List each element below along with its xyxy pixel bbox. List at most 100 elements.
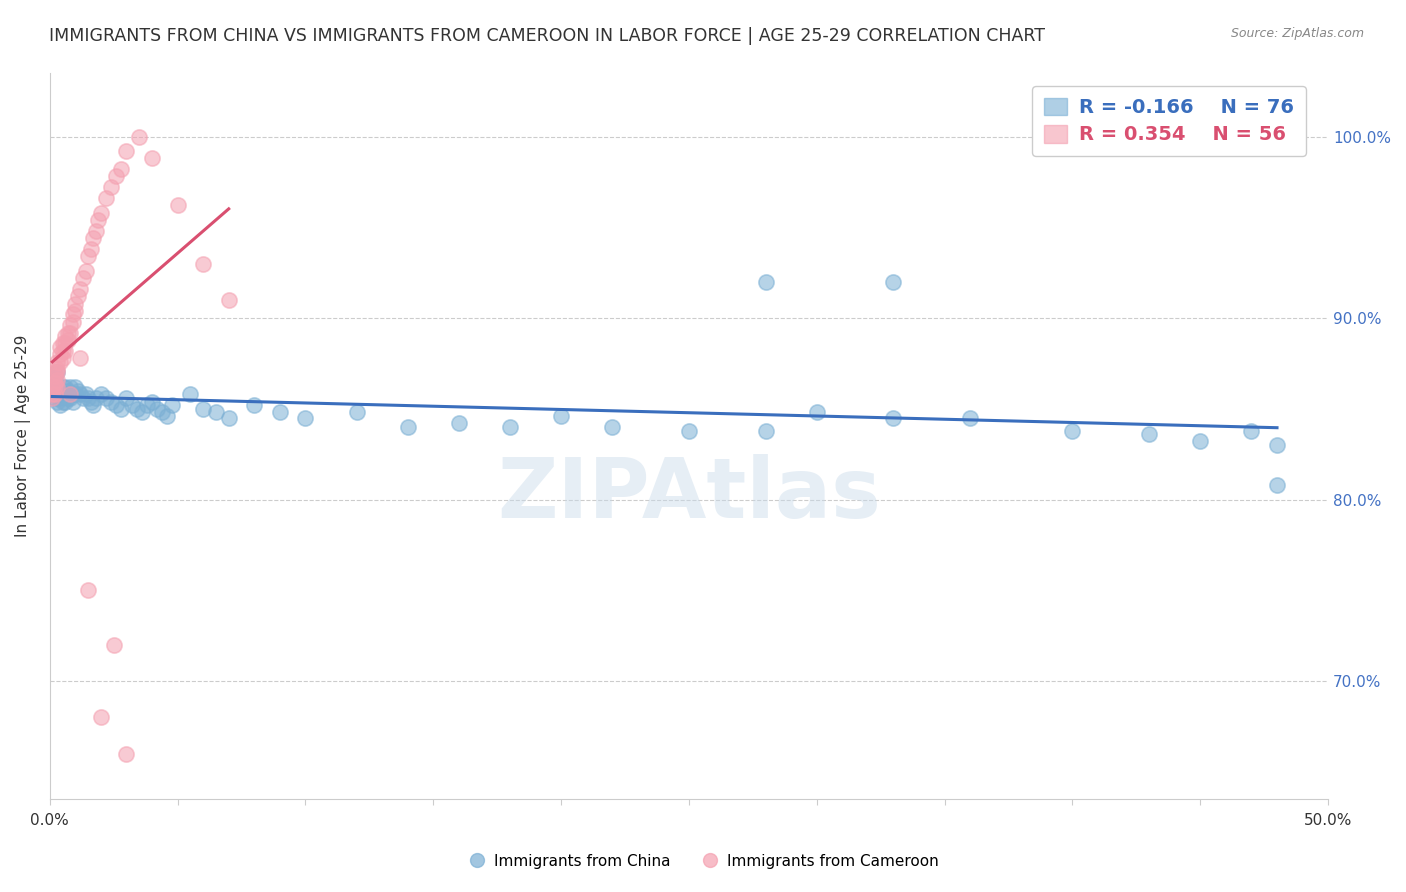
- Point: [162, 398, 184, 412]
- Point: [46, 366, 69, 380]
- Point: [51, 351, 73, 365]
- Point: [550, 409, 572, 423]
- Point: [75, 387, 97, 401]
- Point: [146, 401, 169, 416]
- Point: [125, 401, 148, 416]
- Point: [46, 380, 69, 394]
- Point: [59, 380, 82, 394]
- Point: [131, 405, 153, 419]
- Point: [53, 336, 76, 351]
- Legend: R = -0.166    N = 76, R = 0.354    N = 56: R = -0.166 N = 76, R = 0.354 N = 56: [1032, 87, 1306, 156]
- Point: [87, 213, 110, 227]
- Point: [66, 289, 89, 303]
- Point: [65, 380, 87, 394]
- Point: [51, 380, 73, 394]
- Point: [62, 307, 84, 321]
- Point: [72, 391, 94, 405]
- Point: [218, 410, 240, 425]
- Point: [105, 398, 128, 412]
- Point: [41, 391, 63, 405]
- Point: [447, 417, 470, 431]
- Point: [72, 271, 94, 285]
- Point: [46, 354, 69, 368]
- Point: [110, 401, 132, 416]
- Point: [135, 398, 157, 412]
- Point: [191, 256, 214, 270]
- Point: [396, 420, 419, 434]
- Point: [959, 410, 981, 425]
- Point: [49, 384, 72, 398]
- Point: [1265, 438, 1288, 452]
- Point: [205, 405, 228, 419]
- Point: [49, 391, 72, 405]
- Point: [103, 638, 125, 652]
- Point: [346, 405, 368, 419]
- Point: [46, 373, 69, 387]
- Point: [115, 391, 138, 405]
- Point: [678, 424, 700, 438]
- Y-axis label: In Labor Force | Age 25-29: In Labor Force | Age 25-29: [15, 334, 31, 537]
- Point: [150, 405, 173, 419]
- Point: [77, 391, 100, 405]
- Point: [56, 333, 79, 347]
- Point: [77, 583, 100, 598]
- Point: [53, 380, 76, 394]
- Point: [1062, 424, 1084, 438]
- Point: [755, 424, 778, 438]
- Point: [44, 366, 66, 380]
- Point: [69, 282, 91, 296]
- Point: [46, 362, 69, 376]
- Point: [1189, 434, 1212, 449]
- Point: [41, 387, 63, 401]
- Point: [51, 387, 73, 401]
- Point: [156, 409, 179, 423]
- Point: [115, 747, 138, 761]
- Point: [51, 336, 73, 351]
- Point: [49, 354, 72, 368]
- Point: [62, 387, 84, 401]
- Point: [294, 410, 316, 425]
- Point: [499, 420, 522, 434]
- Point: [90, 206, 112, 220]
- Point: [53, 387, 76, 401]
- Point: [62, 315, 84, 329]
- Point: [79, 242, 101, 256]
- Point: [44, 391, 66, 405]
- Point: [128, 129, 150, 144]
- Point: [79, 394, 101, 409]
- Text: Source: ZipAtlas.com: Source: ZipAtlas.com: [1230, 27, 1364, 40]
- Point: [1137, 427, 1160, 442]
- Point: [82, 398, 104, 412]
- Point: [94, 191, 117, 205]
- Point: [84, 391, 107, 405]
- Point: [44, 369, 66, 384]
- Point: [59, 326, 82, 340]
- Point: [141, 151, 163, 165]
- Point: [44, 376, 66, 391]
- Point: [53, 343, 76, 358]
- Point: [121, 398, 143, 412]
- Point: [90, 710, 112, 724]
- Point: [100, 394, 122, 409]
- Point: [243, 398, 266, 412]
- Text: ZIPAtlas: ZIPAtlas: [496, 454, 882, 534]
- Point: [49, 340, 72, 354]
- Point: [56, 384, 79, 398]
- Point: [59, 318, 82, 333]
- Point: [77, 249, 100, 263]
- Point: [90, 387, 112, 401]
- Point: [1240, 424, 1263, 438]
- Point: [46, 394, 69, 409]
- Point: [141, 394, 163, 409]
- Point: [110, 162, 132, 177]
- Point: [82, 231, 104, 245]
- Point: [56, 391, 79, 405]
- Point: [84, 224, 107, 238]
- Point: [44, 384, 66, 398]
- Point: [44, 380, 66, 394]
- Point: [44, 369, 66, 384]
- Point: [46, 366, 69, 380]
- Point: [59, 391, 82, 405]
- Point: [755, 275, 778, 289]
- Point: [191, 401, 214, 416]
